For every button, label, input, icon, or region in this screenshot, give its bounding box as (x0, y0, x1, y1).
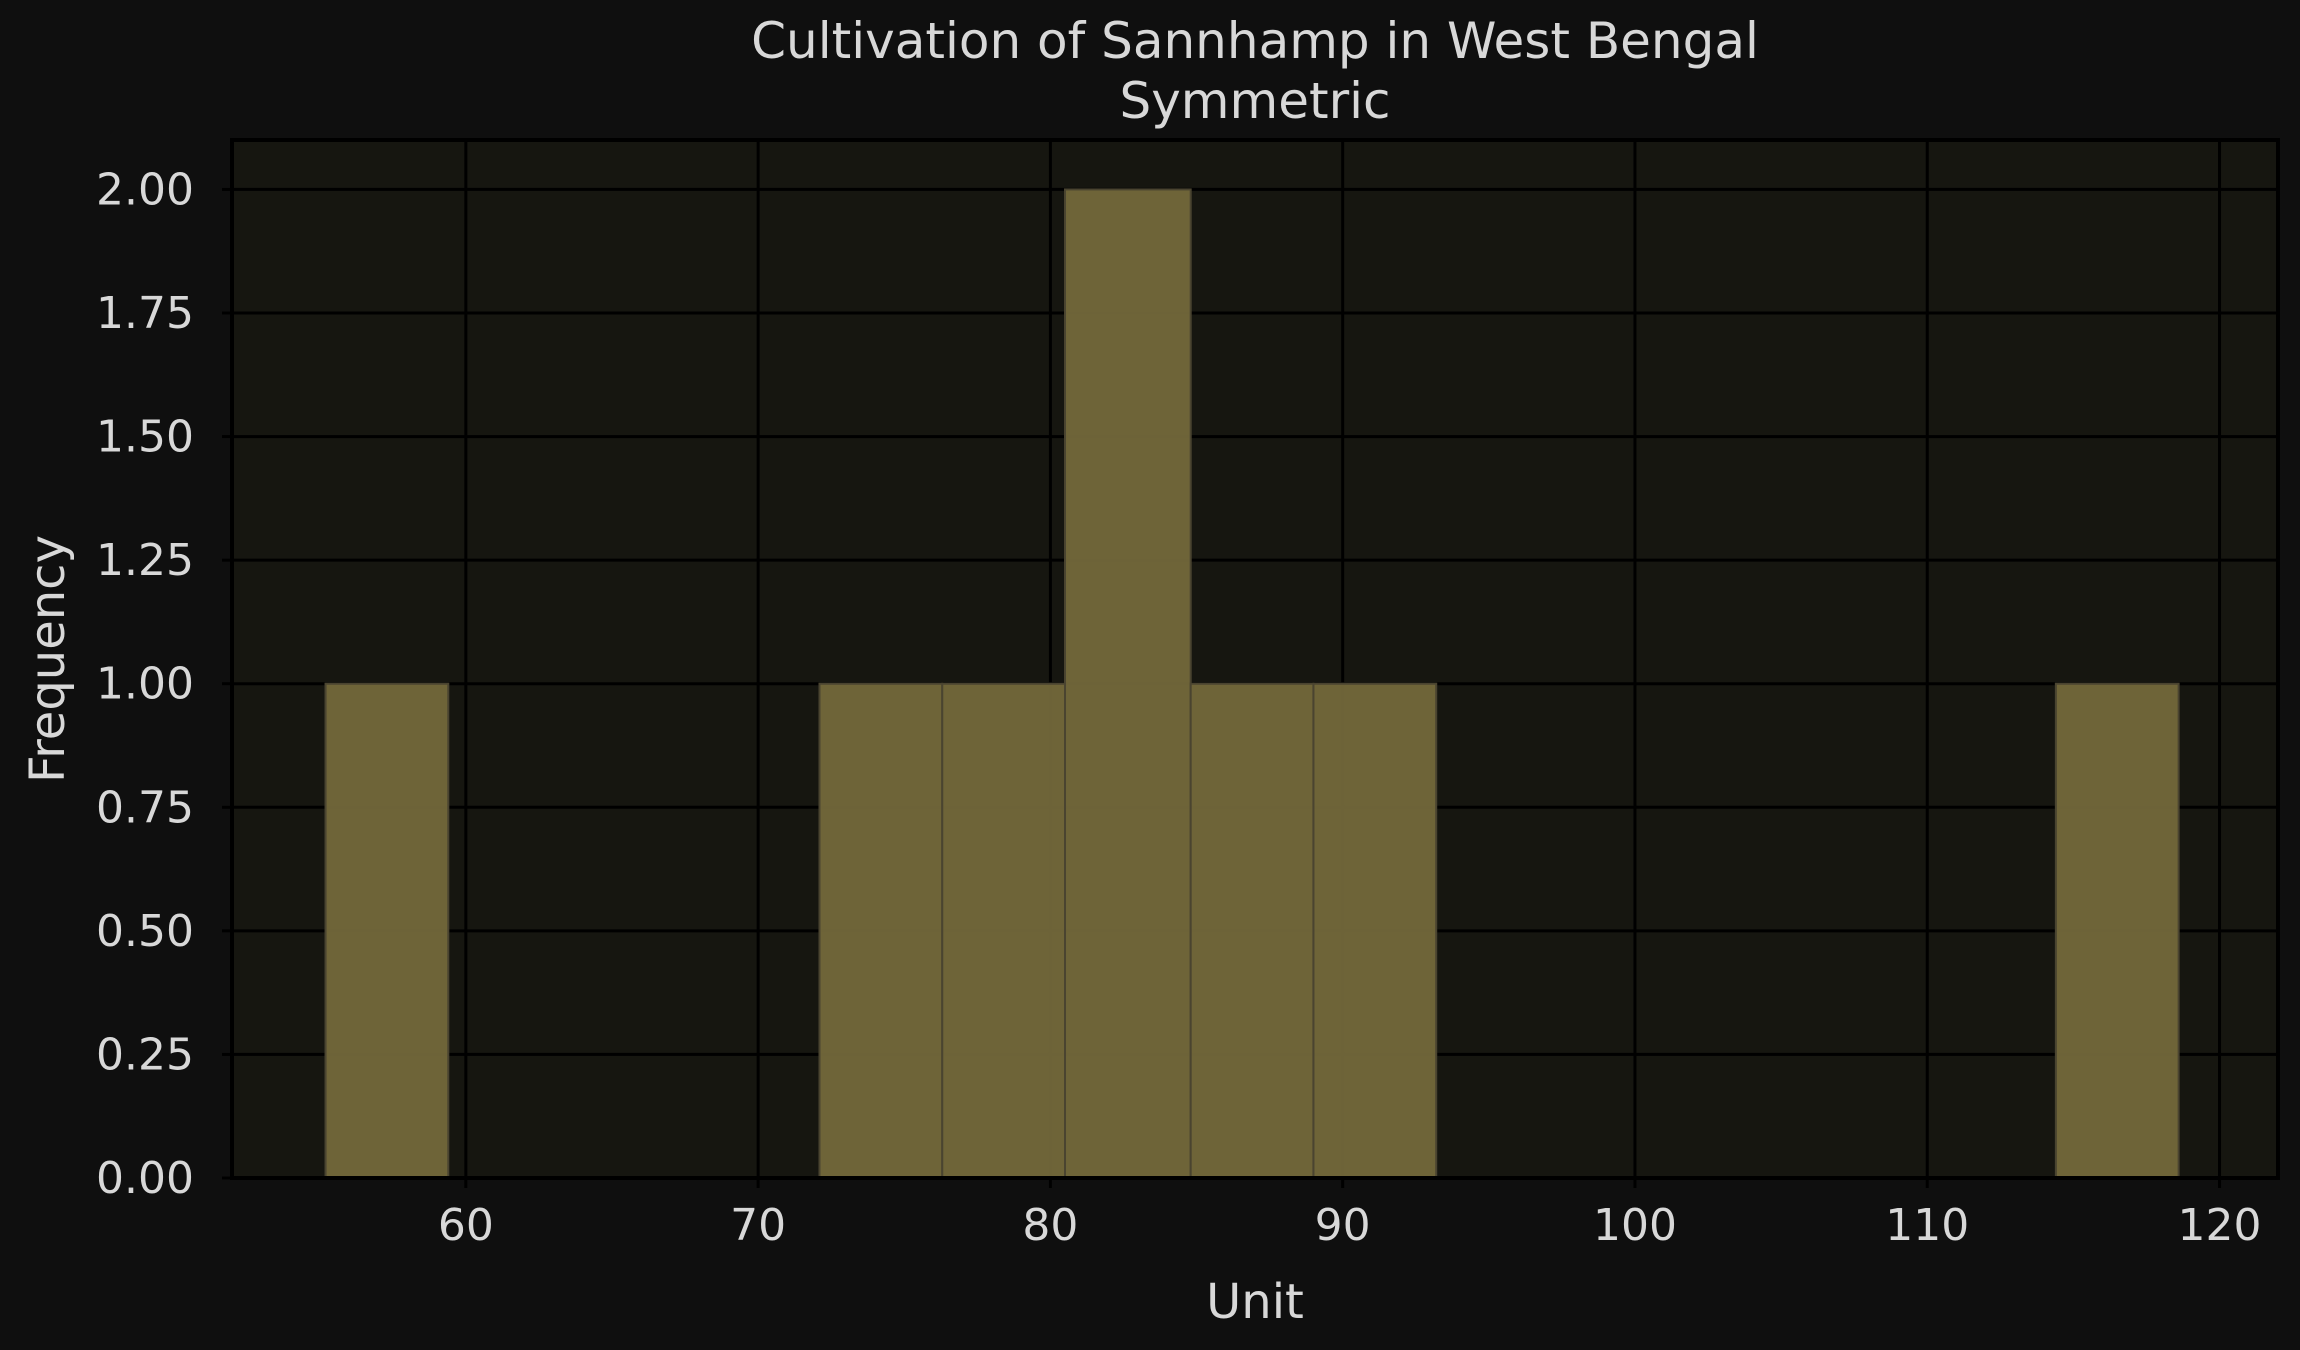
x-axis-label: Unit (1206, 1274, 1304, 1330)
x-tick-label: 60 (438, 1200, 494, 1251)
plot-frame (230, 138, 2280, 1180)
y-tick-label: 0.75 (96, 782, 194, 833)
y-tick-label: 2.00 (96, 164, 194, 215)
y-axis-label: Frequency (20, 535, 76, 783)
histogram-bar (818, 682, 944, 1179)
x-axis-ticks: 60 70 80 90 100 110 120 (438, 1178, 2262, 1251)
y-axis-ticks: 0.00 0.25 0.50 0.75 1.00 1.25 1.50 1.75 2.00 (96, 164, 232, 1204)
y-tick-label: 1.00 (96, 659, 194, 710)
histogram-bar (1312, 682, 1438, 1179)
y-tick-label: 1.75 (96, 288, 194, 339)
histogram-bars (324, 188, 2180, 1179)
y-tick-label: 0.00 (96, 1153, 194, 1204)
y-tick-label: 0.50 (96, 906, 194, 957)
chart-title: Cultivation of Sannhamp in West Bengal (751, 12, 1759, 70)
y-tick-label: 1.25 (96, 535, 194, 586)
x-tick-label: 80 (1022, 1200, 1078, 1251)
x-tick-label: 90 (1315, 1200, 1371, 1251)
x-tick-label: 100 (1593, 1200, 1677, 1251)
y-tick-label: 0.25 (96, 1029, 194, 1080)
histogram-bar (2054, 682, 2180, 1179)
histogram-bar (941, 682, 1067, 1179)
y-tick-label: 1.50 (96, 412, 194, 463)
x-tick-label: 70 (730, 1200, 786, 1251)
histogram-bar (1189, 682, 1315, 1179)
x-tick-label: 120 (2178, 1200, 2262, 1251)
histogram-bar (324, 682, 450, 1179)
histogram-bar (1064, 188, 1192, 1179)
chart-subtitle: Symmetric (1119, 72, 1390, 130)
x-tick-label: 110 (1885, 1200, 1969, 1251)
